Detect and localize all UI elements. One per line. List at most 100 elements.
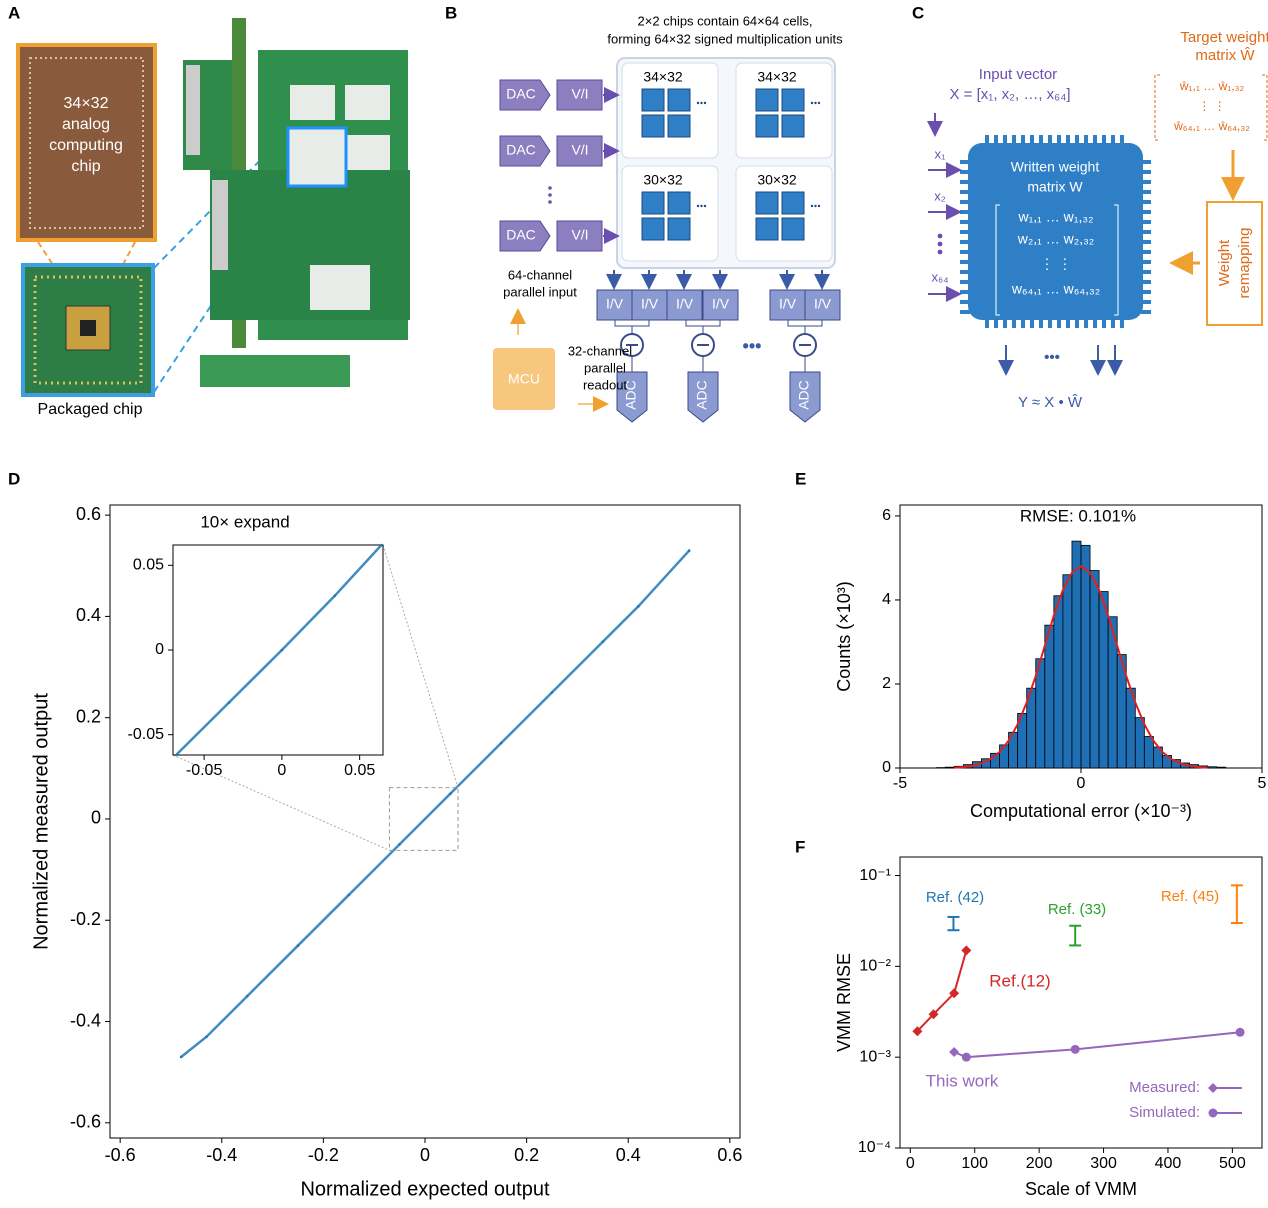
- point: [333, 594, 337, 598]
- pin: [1084, 318, 1088, 328]
- bar: [1062, 574, 1073, 769]
- pin: [1141, 290, 1151, 294]
- bar: [1098, 591, 1109, 769]
- iv-label: I/V: [814, 296, 832, 312]
- array-label: 34×32: [757, 69, 797, 85]
- chip: [968, 143, 1143, 320]
- pin: [994, 318, 998, 328]
- cell-block: [781, 191, 805, 215]
- y-tick-label: -0.4: [70, 1010, 101, 1030]
- pin: [1111, 318, 1115, 328]
- adc-label: ADC: [694, 380, 710, 410]
- point: [245, 994, 249, 998]
- bar: [1134, 717, 1145, 769]
- bar: [1207, 766, 1218, 769]
- iv: [804, 289, 841, 321]
- output-label: Y ≈ X • Ŵ: [1018, 394, 1083, 411]
- pin: [1066, 135, 1070, 145]
- pin: [1021, 318, 1025, 328]
- chip-label: analog: [62, 116, 110, 133]
- x-tick-label: 0.4: [616, 1145, 641, 1165]
- die: [80, 320, 96, 336]
- pin: [1084, 135, 1088, 145]
- chip-label: chip: [71, 158, 100, 175]
- ellipsis: •••: [1044, 349, 1060, 366]
- point: [398, 842, 401, 846]
- y-tick-label: 0.4: [76, 605, 101, 625]
- x-tick-label: 0: [906, 1155, 915, 1172]
- pin: [1141, 230, 1151, 234]
- y-tick-label: 10⁻²: [859, 958, 891, 975]
- pin: [1012, 135, 1016, 145]
- x-tick-label: 0: [1077, 775, 1086, 792]
- pin: [960, 180, 970, 184]
- x-tick-label: 0: [420, 1145, 430, 1165]
- y-tick-label: 10⁻³: [859, 1048, 891, 1065]
- pin: [960, 210, 970, 214]
- array-label: 30×32: [757, 172, 797, 188]
- target-row: ŵ₆₄,₁ … ŵ₆₄,₃₂: [1173, 119, 1250, 133]
- y-tick-label: 0: [882, 759, 891, 776]
- pin: [960, 220, 970, 224]
- b-title: forming 64×32 signed multiplication unit…: [607, 31, 843, 46]
- x-tick-label: 0.6: [717, 1145, 742, 1165]
- chip-label: matrix W: [1027, 179, 1083, 195]
- dot: [703, 204, 707, 208]
- panel-label: B: [445, 3, 457, 22]
- dac: [499, 135, 551, 167]
- pin: [1141, 250, 1151, 254]
- pin: [1141, 220, 1151, 224]
- y-tick-label: -0.05: [128, 726, 165, 743]
- pin: [960, 190, 970, 194]
- y-tick-label: 0.2: [76, 706, 101, 726]
- pin: [1141, 180, 1151, 184]
- x-axis-label: Computational error (×10⁻³): [970, 801, 1192, 821]
- pin: [1141, 300, 1151, 304]
- iv: [596, 289, 633, 321]
- pin: [1141, 270, 1151, 274]
- chip-label: computing: [49, 137, 123, 154]
- legend-label: Measured:: [1129, 1079, 1200, 1096]
- x-axis-label: Scale of VMM: [1025, 1179, 1137, 1199]
- iv: [666, 289, 703, 321]
- remap-box: [1206, 201, 1263, 326]
- pin: [1141, 210, 1151, 214]
- scatter-band: [180, 549, 691, 1058]
- y-axis-label: Counts (×10³): [834, 581, 854, 692]
- subarrays: [621, 62, 833, 262]
- point: [296, 944, 300, 947]
- point: [550, 691, 554, 694]
- pin: [1003, 135, 1007, 145]
- cell-block: [667, 217, 691, 241]
- panel-label: C: [912, 3, 924, 22]
- cell-block: [641, 88, 665, 112]
- dot: [817, 204, 821, 208]
- panel-label: F: [795, 837, 805, 856]
- pin: [960, 200, 970, 204]
- iv-label: I/V: [641, 296, 659, 312]
- y-tick-label: 2: [882, 675, 891, 692]
- dac-label: DAC: [506, 142, 536, 158]
- error-bar-label: Ref. (45): [1161, 888, 1219, 905]
- cell-block: [755, 114, 779, 138]
- iv: [631, 289, 668, 321]
- socket: [290, 85, 335, 120]
- x-axis-label: Normalized expected output: [300, 1178, 549, 1200]
- dot: [548, 200, 552, 204]
- input: x₂: [934, 188, 946, 203]
- marker: [928, 1009, 939, 1020]
- point: [227, 701, 231, 704]
- point: [449, 792, 452, 795]
- wire: [614, 320, 650, 334]
- point: [347, 893, 351, 897]
- chip-pins: [960, 135, 1151, 328]
- y-tick-label: 4: [882, 591, 891, 608]
- bar: [944, 766, 955, 769]
- series-line: [916, 950, 968, 1032]
- dot: [703, 101, 707, 105]
- connector: [186, 65, 200, 155]
- socket: [345, 85, 390, 120]
- pin: [985, 318, 989, 328]
- dot: [700, 101, 703, 105]
- mcu: [493, 348, 555, 410]
